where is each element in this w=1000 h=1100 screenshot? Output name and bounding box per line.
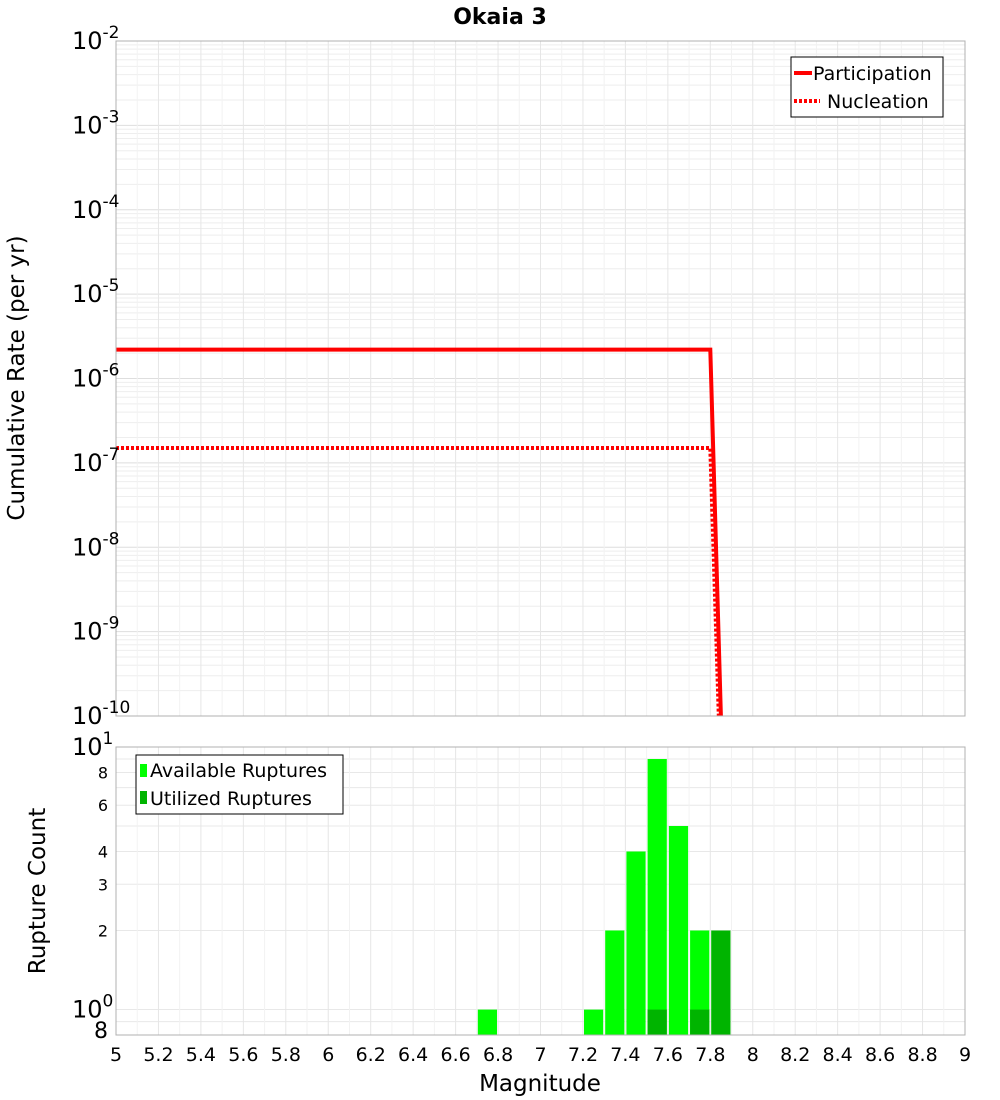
participation-line	[116, 347, 723, 717]
x-tick-label: 7.4	[610, 1044, 640, 1066]
x-tick-label: 5	[110, 1044, 122, 1066]
x-tick-label: 8.2	[780, 1044, 810, 1066]
rate-legend-box	[790, 56, 944, 118]
rate-y-tick-label: 10-7	[72, 445, 120, 477]
rate-plot-frame	[115, 40, 966, 717]
count-y-tick-labels: 100 101 8 2 3 4 6 8	[72, 729, 113, 1044]
x-tick-label: 9	[959, 1044, 971, 1066]
count-legend: Available Ruptures Utilized Ruptures	[135, 754, 344, 815]
count-panel: 100 101 8 2 3 4 6 8 5 5.2 5.4 5.6 5.8 6 6.2 6.4 6.6 6.8 7…	[25, 729, 971, 1097]
rate-y-tick-label: 10-3	[72, 107, 120, 139]
count-y-minor-tick-label: 2	[98, 922, 108, 941]
count-y-major-tick-label: 100	[72, 992, 113, 1024]
x-tick-label: 8	[747, 1044, 759, 1066]
x-tick-label: 7.8	[695, 1044, 725, 1066]
rate-y-axis-label: Cumulative Rate (per yr)	[4, 235, 30, 520]
available-bar	[477, 1009, 497, 1035]
utilized-bar	[711, 930, 731, 1035]
x-tick-label: 5.8	[271, 1044, 301, 1066]
rate-series	[116, 347, 723, 717]
rate-y-tick-label: 10-2	[72, 23, 120, 55]
count-y-minor-tick-label: 3	[98, 875, 108, 894]
rate-y-tick-label: 10-8	[72, 529, 120, 561]
chart-title: Okaia 3	[453, 5, 547, 30]
x-tick-label: 8.8	[907, 1044, 937, 1066]
rate-y-tick-label: 10-6	[72, 361, 120, 393]
x-tick-label: 7.6	[653, 1044, 683, 1066]
count-y-axis-label: Rupture Count	[25, 808, 51, 974]
rate-panel: 10-2 10-3 10-4 10-5 10-6 10-7 10-8 10-9 10-10 Cu…	[4, 23, 966, 730]
available-bar	[626, 851, 646, 1035]
rate-y-tick-label: 10-9	[72, 614, 120, 646]
legend-available-swatch	[140, 764, 147, 777]
x-tick-labels: 5 5.2 5.4 5.6 5.8 6 6.2 6.4 6.6 6.8 7 7.2 7.4 7.6 7.8 8…	[110, 1044, 971, 1066]
legend-participation-label: Participation	[813, 63, 932, 85]
legend-utilized-label: Utilized Ruptures	[150, 788, 312, 810]
count-y-major-tick-label: 101	[72, 729, 113, 761]
available-bar	[584, 1009, 604, 1035]
x-tick-label: 6.2	[356, 1044, 386, 1066]
count-y-minor-tick-label: 8	[98, 763, 108, 782]
rate-legend: Participation Nucleation	[790, 56, 944, 118]
count-y-minor-tick-label: 8	[94, 1019, 108, 1044]
legend-nucleation-label: Nucleation	[827, 91, 929, 113]
available-bar	[605, 930, 625, 1035]
available-bar	[690, 930, 710, 1035]
x-tick-label: 5.2	[143, 1044, 173, 1066]
rate-grid	[115, 41, 966, 717]
count-y-minor-tick-label: 4	[98, 842, 108, 861]
count-legend-box	[135, 754, 344, 815]
rate-y-tick-label: 10-5	[72, 276, 120, 308]
x-tick-label: 8.6	[865, 1044, 895, 1066]
available-bar	[668, 826, 689, 1035]
x-tick-label: 6	[322, 1044, 334, 1066]
x-tick-label: 6.4	[398, 1044, 428, 1066]
rate-y-tick-labels: 10-2 10-3 10-4 10-5 10-6 10-7 10-8 10-9 10-10	[72, 23, 130, 730]
x-tick-label: 6.8	[483, 1044, 513, 1066]
x-tick-label: 5.6	[228, 1044, 258, 1066]
available-bar	[647, 759, 667, 1035]
count-plot-frame	[115, 746, 966, 1036]
x-tick-label: 7.2	[568, 1044, 598, 1066]
count-bars	[477, 759, 731, 1035]
rate-y-tick-label: 10-4	[72, 192, 120, 224]
x-axis-label: Magnitude	[479, 1071, 601, 1097]
rate-y-tick-label: 10-10	[72, 698, 130, 730]
legend-available-label: Available Ruptures	[150, 760, 327, 782]
x-tick-label: 8.4	[823, 1044, 853, 1066]
x-tick-label: 7	[534, 1044, 546, 1066]
count-y-minor-tick-label: 6	[98, 796, 108, 815]
x-tick-label: 6.6	[440, 1044, 470, 1066]
utilized-bar	[647, 1009, 667, 1035]
x-tick-label: 5.4	[186, 1044, 216, 1066]
utilized-bar	[690, 1009, 710, 1035]
legend-utilized-swatch	[140, 791, 147, 804]
